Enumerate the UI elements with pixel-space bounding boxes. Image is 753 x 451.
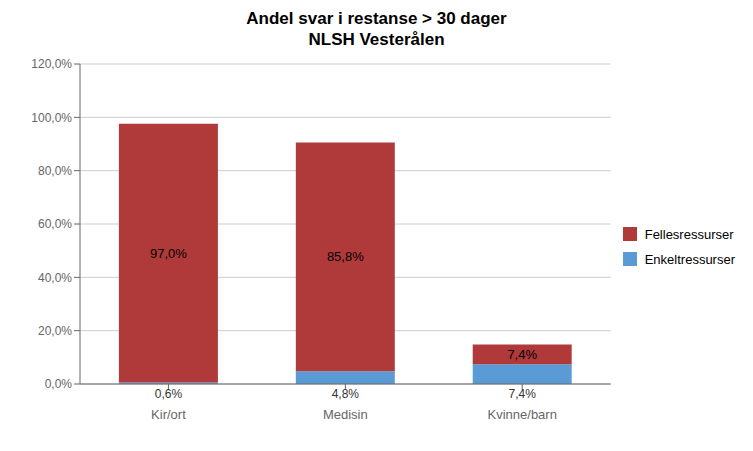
svg-text:60,0%: 60,0% [38, 217, 72, 231]
svg-text:7,4%: 7,4% [509, 387, 537, 401]
svg-text:97,0%: 97,0% [150, 246, 187, 261]
svg-text:100,0%: 100,0% [31, 111, 72, 125]
html-text:Andel svar i restanse > 30 dag: Andel svar i restanse > 30 dager NLSH Ve… [246, 9, 507, 49]
svg-text:80,0%: 80,0% [38, 164, 72, 178]
html-text:Enkeltressurser: Enkeltressurser [644, 251, 735, 267]
svg-text:0,6%: 0,6% [155, 387, 183, 401]
svg-text:0,0%: 0,0% [45, 377, 73, 391]
svg-text:Medisin: Medisin [323, 407, 368, 422]
html-text:Fellesressurser: Fellesressurser [644, 226, 734, 242]
svg-text:7,4%: 7,4% [507, 347, 537, 362]
svg-text:120,0%: 120,0% [31, 57, 72, 71]
svg-text:40,0%: 40,0% [38, 271, 72, 285]
svg-text:20,0%: 20,0% [38, 324, 72, 338]
svg-text:85,8%: 85,8% [327, 249, 364, 264]
svg-text:Kir/ort: Kir/ort [151, 407, 186, 422]
svg-text:Kvinne/barn: Kvinne/barn [488, 407, 557, 422]
svg-text:4,8%: 4,8% [332, 387, 360, 401]
